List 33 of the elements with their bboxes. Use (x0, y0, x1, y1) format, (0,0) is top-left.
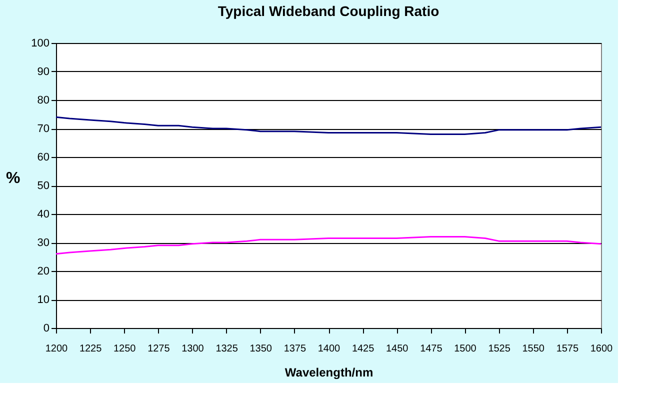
x-tick-label: 1600 (590, 344, 614, 354)
y-tick-label: 70 (37, 123, 50, 135)
y-axis-title: % (6, 170, 20, 187)
x-tick-label: 1225 (79, 344, 102, 354)
y-tick-label: 90 (37, 66, 50, 78)
y-tick-label: 30 (37, 237, 50, 249)
x-tick-label: 1275 (148, 344, 170, 354)
x-tick-label: 1350 (250, 344, 272, 354)
x-tick-label: 1550 (522, 344, 545, 354)
x-tick-label: 1400 (318, 344, 341, 354)
y-tick-label: 0 (43, 322, 50, 334)
x-tick-label: 1375 (284, 344, 306, 354)
x-tick-label: 1250 (114, 344, 136, 354)
y-tick-label: 10 (37, 294, 50, 306)
y-tick-label: 50 (37, 180, 50, 192)
y-tick-label: 20 (37, 266, 50, 278)
line-series (55, 116, 602, 135)
y-tick-label: 80 (37, 94, 50, 106)
y-tick-label: 40 (37, 208, 50, 220)
x-tick-label: 1525 (488, 344, 511, 354)
x-tick-label: 1475 (420, 344, 443, 354)
x-tick-label: 1450 (386, 344, 409, 354)
x-tick-label: 1200 (45, 344, 68, 354)
x-tick-label: 1325 (216, 344, 238, 354)
x-tick-label: 1575 (556, 344, 579, 354)
y-tick-label: 100 (31, 38, 50, 50)
x-axis-title: Wavelength/nm (284, 366, 374, 380)
x-tick-label: 1500 (454, 344, 477, 354)
x-tick-label: 1300 (182, 344, 204, 354)
y-tick-label: 60 (37, 152, 50, 164)
chart-title: Typical Wideband Coupling Ratio (218, 3, 440, 19)
x-tick-label: 1425 (352, 344, 375, 354)
line-series (55, 236, 602, 255)
